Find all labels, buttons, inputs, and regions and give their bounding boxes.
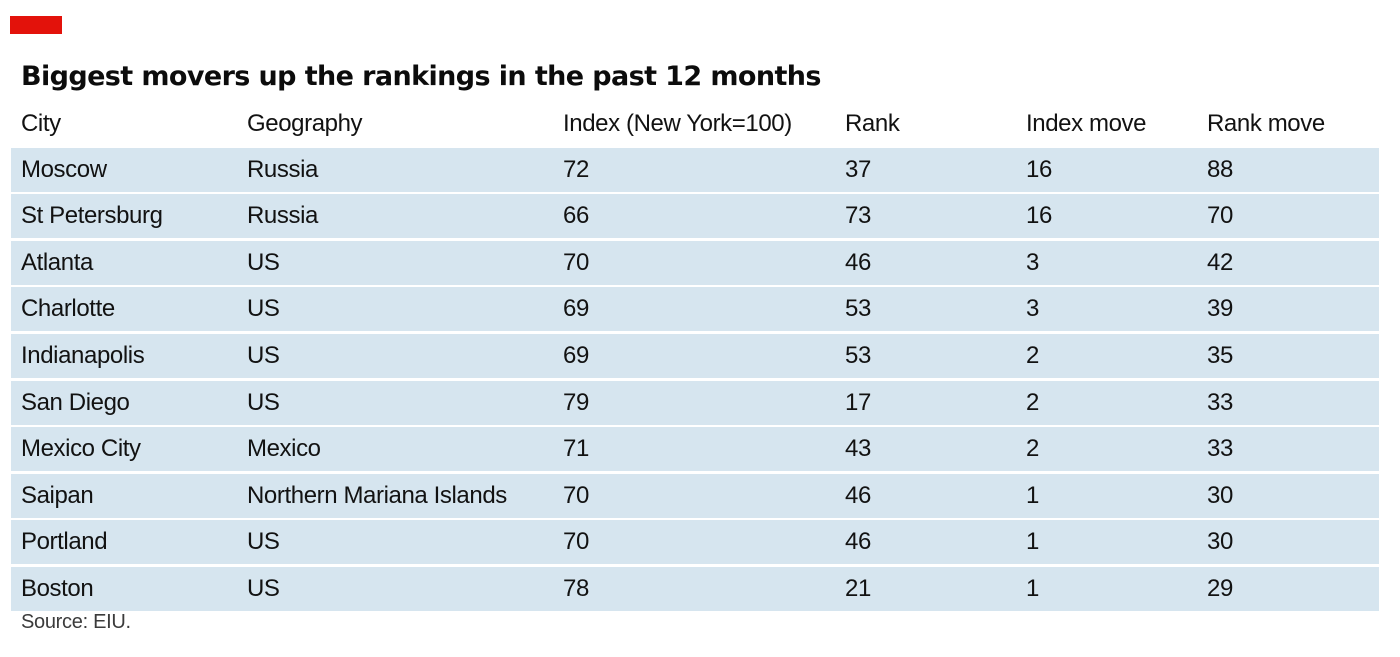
source-note: Source: EIU.: [21, 611, 131, 633]
rank-move-cell: 30: [1207, 528, 1233, 556]
geography-cell: US: [247, 295, 280, 323]
geography-cell: US: [247, 388, 280, 416]
geography-cell: Mexico: [247, 435, 321, 463]
table-row: Atlanta US 70 46 3 42: [11, 240, 1379, 285]
geography-cell: US: [247, 341, 280, 369]
column-header-rank: Rank: [845, 109, 900, 137]
rank-cell: 46: [845, 248, 871, 276]
city-cell: Moscow: [21, 155, 107, 183]
rank-cell: 17: [845, 388, 871, 416]
city-cell: Boston: [21, 574, 94, 602]
index-cell: 66: [563, 202, 589, 230]
column-header-index: Index (New York=100): [563, 109, 792, 137]
geography-cell: US: [247, 574, 280, 602]
table-row: Moscow Russia 72 37 16 88: [11, 147, 1379, 192]
index-move-cell: 16: [1026, 155, 1052, 183]
geography-cell: Russia: [247, 202, 318, 230]
index-cell: 69: [563, 341, 589, 369]
column-header-city: City: [21, 109, 61, 137]
column-header-rank-move: Rank move: [1207, 109, 1325, 137]
rank-move-cell: 42: [1207, 248, 1233, 276]
index-move-cell: 1: [1026, 481, 1039, 509]
index-move-cell: 2: [1026, 341, 1039, 369]
city-cell: Charlotte: [21, 295, 115, 323]
index-move-cell: 1: [1026, 528, 1039, 556]
column-header-geography: Geography: [247, 109, 363, 137]
rank-cell: 46: [845, 481, 871, 509]
rank-cell: 53: [845, 341, 871, 369]
rank-move-cell: 35: [1207, 341, 1233, 369]
city-cell: St Petersburg: [21, 202, 163, 230]
city-cell: Mexico City: [21, 435, 141, 463]
rank-cell: 53: [845, 295, 871, 323]
rank-move-cell: 29: [1207, 574, 1233, 602]
column-header-index-move: Index move: [1026, 109, 1147, 137]
table-row: Mexico City Mexico 71 43 2 33: [11, 427, 1379, 472]
index-cell: 72: [563, 155, 589, 183]
city-cell: Saipan: [21, 481, 94, 509]
rank-move-cell: 30: [1207, 481, 1233, 509]
table-row: Boston US 78 21 1 29: [11, 566, 1379, 611]
accent-bar: [10, 16, 62, 34]
table-row: Charlotte US 69 53 3 39: [11, 287, 1379, 332]
index-move-cell: 1: [1026, 574, 1039, 602]
table-row: Portland US 70 46 1 30: [11, 520, 1379, 565]
city-cell: Indianapolis: [21, 341, 145, 369]
rank-move-cell: 33: [1207, 388, 1233, 416]
index-move-cell: 3: [1026, 248, 1039, 276]
rankings-table: City Geography Index (New York=100) Rank…: [11, 102, 1379, 611]
index-cell: 79: [563, 388, 589, 416]
table-title: Biggest movers up the rankings in the pa…: [21, 61, 821, 92]
city-cell: San Diego: [21, 388, 130, 416]
index-cell: 70: [563, 248, 589, 276]
geography-cell: Russia: [247, 155, 318, 183]
rank-move-cell: 39: [1207, 295, 1233, 323]
index-cell: 70: [563, 528, 589, 556]
rank-cell: 73: [845, 202, 871, 230]
index-cell: 69: [563, 295, 589, 323]
index-move-cell: 3: [1026, 295, 1039, 323]
geography-cell: US: [247, 248, 280, 276]
geography-cell: Northern Mariana Islands: [247, 481, 507, 509]
table-row: San Diego US 79 17 2 33: [11, 380, 1379, 425]
rank-cell: 37: [845, 155, 871, 183]
index-move-cell: 2: [1026, 388, 1039, 416]
rank-cell: 21: [845, 574, 871, 602]
rank-cell: 46: [845, 528, 871, 556]
table-header-row: City Geography Index (New York=100) Rank…: [11, 102, 1379, 145]
city-cell: Portland: [21, 528, 108, 556]
rank-move-cell: 70: [1207, 202, 1233, 230]
index-move-cell: 2: [1026, 435, 1039, 463]
table-row: Saipan Northern Mariana Islands 70 46 1 …: [11, 473, 1379, 518]
table-row: St Petersburg Russia 66 73 16 70: [11, 194, 1379, 239]
index-cell: 71: [563, 435, 589, 463]
rank-cell: 43: [845, 435, 871, 463]
rank-move-cell: 88: [1207, 155, 1233, 183]
index-cell: 78: [563, 574, 589, 602]
rank-move-cell: 33: [1207, 435, 1233, 463]
geography-cell: US: [247, 528, 280, 556]
table-row: Indianapolis US 69 53 2 35: [11, 333, 1379, 378]
index-move-cell: 16: [1026, 202, 1052, 230]
city-cell: Atlanta: [21, 248, 93, 276]
index-cell: 70: [563, 481, 589, 509]
